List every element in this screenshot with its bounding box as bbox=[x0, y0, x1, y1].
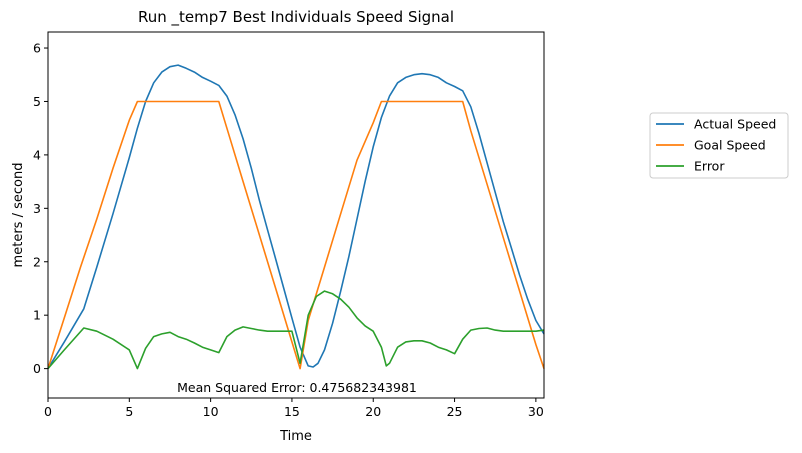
y-tick-label: 2 bbox=[33, 254, 41, 269]
y-tick-label: 5 bbox=[33, 94, 41, 109]
y-tick-label: 4 bbox=[33, 147, 41, 162]
plot-frame bbox=[47, 31, 545, 399]
legend: Actual Speed Goal Speed Error bbox=[649, 112, 789, 179]
legend-label: Error bbox=[694, 159, 725, 174]
y-tick-label: 0 bbox=[33, 361, 41, 376]
y-tick-label: 3 bbox=[33, 201, 41, 216]
y-tick-label: 1 bbox=[33, 308, 41, 323]
legend-label: Goal Speed bbox=[694, 138, 766, 153]
chart-title: Run _temp7 Best Individuals Speed Signal bbox=[138, 8, 454, 27]
series-line-actual-speed bbox=[47, 64, 545, 370]
y-axis-ticks: 0 1 2 3 4 5 6 bbox=[33, 41, 48, 376]
y-tick-label: 6 bbox=[33, 41, 41, 56]
x-tick-label: 25 bbox=[447, 404, 463, 419]
x-tick-label: 10 bbox=[203, 404, 219, 419]
plot-lines bbox=[47, 64, 545, 370]
x-tick-label: 15 bbox=[284, 404, 300, 419]
x-axis-label: Time bbox=[279, 429, 312, 444]
x-tick-label: 20 bbox=[365, 404, 381, 419]
series-line-error bbox=[47, 290, 545, 370]
x-tick-label: 5 bbox=[125, 404, 133, 419]
x-tick-label: 30 bbox=[528, 404, 544, 419]
y-axis-label: meters / second bbox=[11, 163, 26, 268]
legend-label: Actual Speed bbox=[694, 117, 776, 132]
series-line-goal-speed bbox=[47, 100, 545, 370]
legend-box bbox=[649, 112, 789, 179]
x-tick-label: 0 bbox=[44, 404, 52, 419]
x-axis-ticks: 0 5 10 15 20 25 30 bbox=[44, 398, 544, 419]
mse-annotation: Mean Squared Error: 0.475682343981 bbox=[177, 380, 417, 395]
